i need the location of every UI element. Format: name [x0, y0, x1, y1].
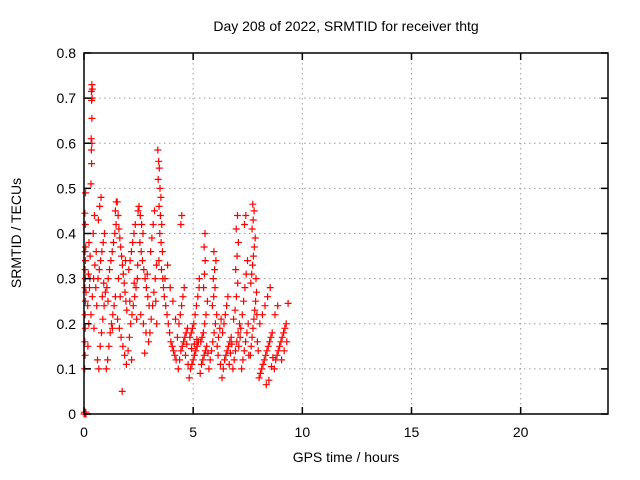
x-tick-label: 20	[513, 424, 529, 440]
x-tick-label: 5	[189, 424, 197, 440]
axis-tick-labels: 0 5 10 15 20 0 0.1 0.2 0.3 0.4 0.5 0.6 0.7 0.8	[57, 45, 529, 440]
y-tick-label: 0.7	[57, 90, 77, 106]
y-axis-label: SRMTID / TECUs	[8, 178, 24, 288]
y-tick-label: 0.1	[57, 361, 77, 377]
y-tick-label: 0.3	[57, 271, 77, 287]
x-tick-label: 15	[404, 424, 420, 440]
y-tick-label: 0.5	[57, 180, 77, 196]
y-tick-label: 0.8	[57, 45, 77, 61]
x-tick-label: 10	[295, 424, 311, 440]
y-tick-label: 0.4	[57, 226, 77, 242]
x-axis-label: GPS time / hours	[293, 449, 400, 465]
y-tick-label: 0	[68, 406, 76, 422]
scatter-points	[80, 81, 292, 418]
grid-lines	[84, 53, 608, 414]
scatter-plus-markers	[80, 81, 292, 418]
axis-ticks	[83, 52, 608, 415]
x-tick-label: 0	[80, 424, 88, 440]
chart-title: Day 208 of 2022, SRMTID for receiver tht…	[213, 18, 478, 34]
y-tick-label: 0.2	[57, 316, 77, 332]
y-tick-label: 0.6	[57, 135, 77, 151]
